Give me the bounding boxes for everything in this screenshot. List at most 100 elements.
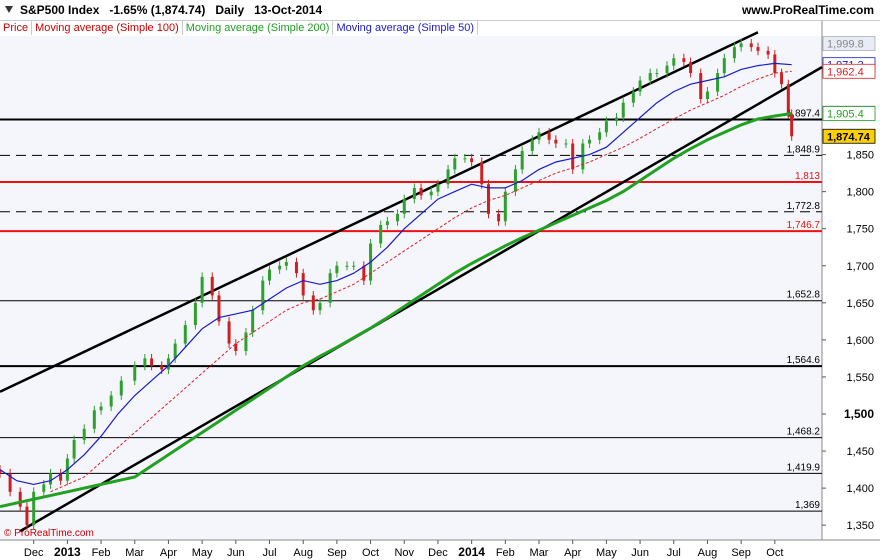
- candle-body: [520, 150, 524, 170]
- candle-body: [615, 117, 618, 122]
- legend-item[interactable]: Moving average (Simple 200): [183, 21, 334, 35]
- x-tick-label: Sep: [327, 547, 347, 559]
- price-box: [822, 106, 876, 121]
- candle-body: [160, 365, 164, 370]
- candle-body: [335, 265, 339, 274]
- candle-body: [480, 162, 484, 185]
- candle-body: [143, 358, 147, 366]
- candle-body: [8, 473, 12, 492]
- x-tick-label: Aug: [698, 547, 718, 559]
- x-tick-label: Dec: [428, 547, 448, 559]
- candle-body: [722, 58, 726, 74]
- y-tick-label: 1,500: [844, 407, 874, 421]
- level-label: 1,564.6: [787, 355, 821, 366]
- x-tick-label: Jul: [262, 547, 276, 559]
- candle-body: [665, 65, 669, 74]
- candle-body: [92, 410, 96, 429]
- x-tick-label: Mar: [125, 547, 144, 559]
- candle-body: [463, 158, 467, 160]
- level-label: 1,468.2: [787, 427, 821, 438]
- legend-item[interactable]: Moving average (Simple 100): [32, 21, 183, 35]
- candle-body: [244, 332, 248, 351]
- y-tick-label: 1,400: [846, 483, 874, 495]
- level-label: 1,369: [795, 500, 820, 511]
- candle-body: [352, 265, 356, 267]
- x-tick-label: Mar: [530, 547, 549, 559]
- candle-body: [261, 280, 265, 311]
- candle-body: [503, 191, 507, 222]
- x-tick-label: Dec: [24, 547, 44, 559]
- sma50-line: [0, 62, 792, 486]
- candle-body: [82, 428, 86, 440]
- copyright-text: © ProRealTime.com: [4, 528, 94, 539]
- candle-body: [193, 302, 197, 326]
- candle-body: [402, 199, 406, 214]
- sma200-line: [0, 112, 792, 509]
- candle-body: [537, 132, 541, 140]
- plot-area: [0, 36, 822, 540]
- x-tick-label: Sep: [731, 547, 751, 559]
- candle-body: [588, 139, 592, 144]
- y-tick-label: 1,750: [846, 224, 874, 236]
- candle-body: [732, 47, 736, 59]
- y-tick-label: 1,550: [846, 372, 874, 384]
- candle-body: [119, 380, 123, 396]
- candle-body: [150, 358, 154, 366]
- x-tick-label: May: [192, 547, 213, 559]
- candle-body: [672, 58, 676, 66]
- candle-body: [25, 506, 29, 526]
- price-box-label: 1,962.4: [827, 66, 864, 78]
- candle-body: [547, 132, 551, 140]
- legend-item[interactable]: Price: [0, 21, 33, 35]
- candle-body: [766, 50, 770, 55]
- indicator-legend: Price Moving average (Simple 100) Moving a…: [0, 21, 479, 35]
- price-box-label: 1,905.4: [827, 109, 864, 121]
- brand-link[interactable]: www.ProRealTime.com: [741, 3, 874, 17]
- candle-body: [385, 221, 389, 225]
- y-tick-label: 1,600: [846, 335, 874, 347]
- candle-body: [301, 273, 305, 296]
- x-tick-label: Jun: [227, 547, 245, 559]
- candle-body: [183, 325, 187, 344]
- legend-item[interactable]: Moving average (Simple 50): [333, 21, 479, 35]
- candle-body: [32, 491, 36, 526]
- x-tick-label: Feb: [496, 547, 515, 559]
- trend-channel-line: [19, 66, 823, 533]
- price-box-label: 1,999.8: [827, 39, 864, 51]
- candle-body: [284, 262, 288, 266]
- price-box: [822, 128, 876, 144]
- candle-body: [648, 73, 652, 81]
- candle-body: [419, 187, 423, 196]
- candle-body: [621, 102, 625, 118]
- candle-body: [453, 158, 457, 170]
- trend-channel-line: [0, 31, 759, 393]
- candle-body: [49, 473, 53, 485]
- candle-body: [446, 169, 450, 185]
- candle-body: [294, 262, 298, 274]
- candle-body: [749, 43, 753, 48]
- x-tick-label: Oct: [362, 547, 379, 559]
- sma100-line: [50, 70, 792, 493]
- level-label: 1,772.8: [787, 201, 821, 212]
- price-box: [822, 63, 876, 79]
- chart-title: S&P500 Index -1.65% (1,874.74) Daily 13-…: [20, 3, 323, 17]
- candle-body: [699, 73, 703, 99]
- x-tick-label: Jun: [631, 547, 649, 559]
- y-tick-label: 1,350: [846, 520, 874, 532]
- candle-body: [756, 47, 760, 51]
- candle-body: [18, 491, 22, 507]
- x-tick-label: Jul: [667, 547, 681, 559]
- candle-body: [311, 295, 315, 311]
- candle-body: [362, 265, 366, 281]
- candle-body: [790, 113, 794, 137]
- candle-body: [486, 184, 490, 214]
- candle-body: [328, 273, 332, 303]
- x-tick-label: Aug: [293, 547, 313, 559]
- candle-body: [251, 310, 255, 333]
- candle-body: [716, 73, 720, 92]
- candle-body: [412, 187, 416, 200]
- down-arrow-icon: [5, 6, 13, 13]
- x-tick-label: May: [596, 547, 617, 559]
